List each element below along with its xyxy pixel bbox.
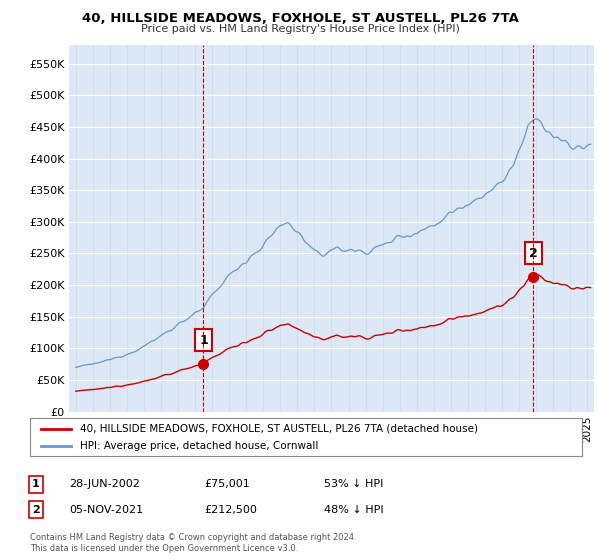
Text: HPI: Average price, detached house, Cornwall: HPI: Average price, detached house, Corn… [80, 441, 318, 451]
Text: Price paid vs. HM Land Registry's House Price Index (HPI): Price paid vs. HM Land Registry's House … [140, 24, 460, 34]
Text: 05-NOV-2021: 05-NOV-2021 [69, 505, 143, 515]
Text: £212,500: £212,500 [204, 505, 257, 515]
Text: 1: 1 [32, 479, 40, 489]
Text: 53% ↓ HPI: 53% ↓ HPI [324, 479, 383, 489]
Text: 40, HILLSIDE MEADOWS, FOXHOLE, ST AUSTELL, PL26 7TA (detached house): 40, HILLSIDE MEADOWS, FOXHOLE, ST AUSTEL… [80, 423, 478, 433]
Text: 2: 2 [32, 505, 40, 515]
Text: 48% ↓ HPI: 48% ↓ HPI [324, 505, 383, 515]
Text: 2: 2 [529, 247, 538, 260]
Text: Contains HM Land Registry data © Crown copyright and database right 2024.
This d: Contains HM Land Registry data © Crown c… [30, 533, 356, 553]
Text: 40, HILLSIDE MEADOWS, FOXHOLE, ST AUSTELL, PL26 7TA: 40, HILLSIDE MEADOWS, FOXHOLE, ST AUSTEL… [82, 12, 518, 25]
Text: 28-JUN-2002: 28-JUN-2002 [69, 479, 140, 489]
Text: 1: 1 [199, 334, 208, 347]
Text: £75,001: £75,001 [204, 479, 250, 489]
